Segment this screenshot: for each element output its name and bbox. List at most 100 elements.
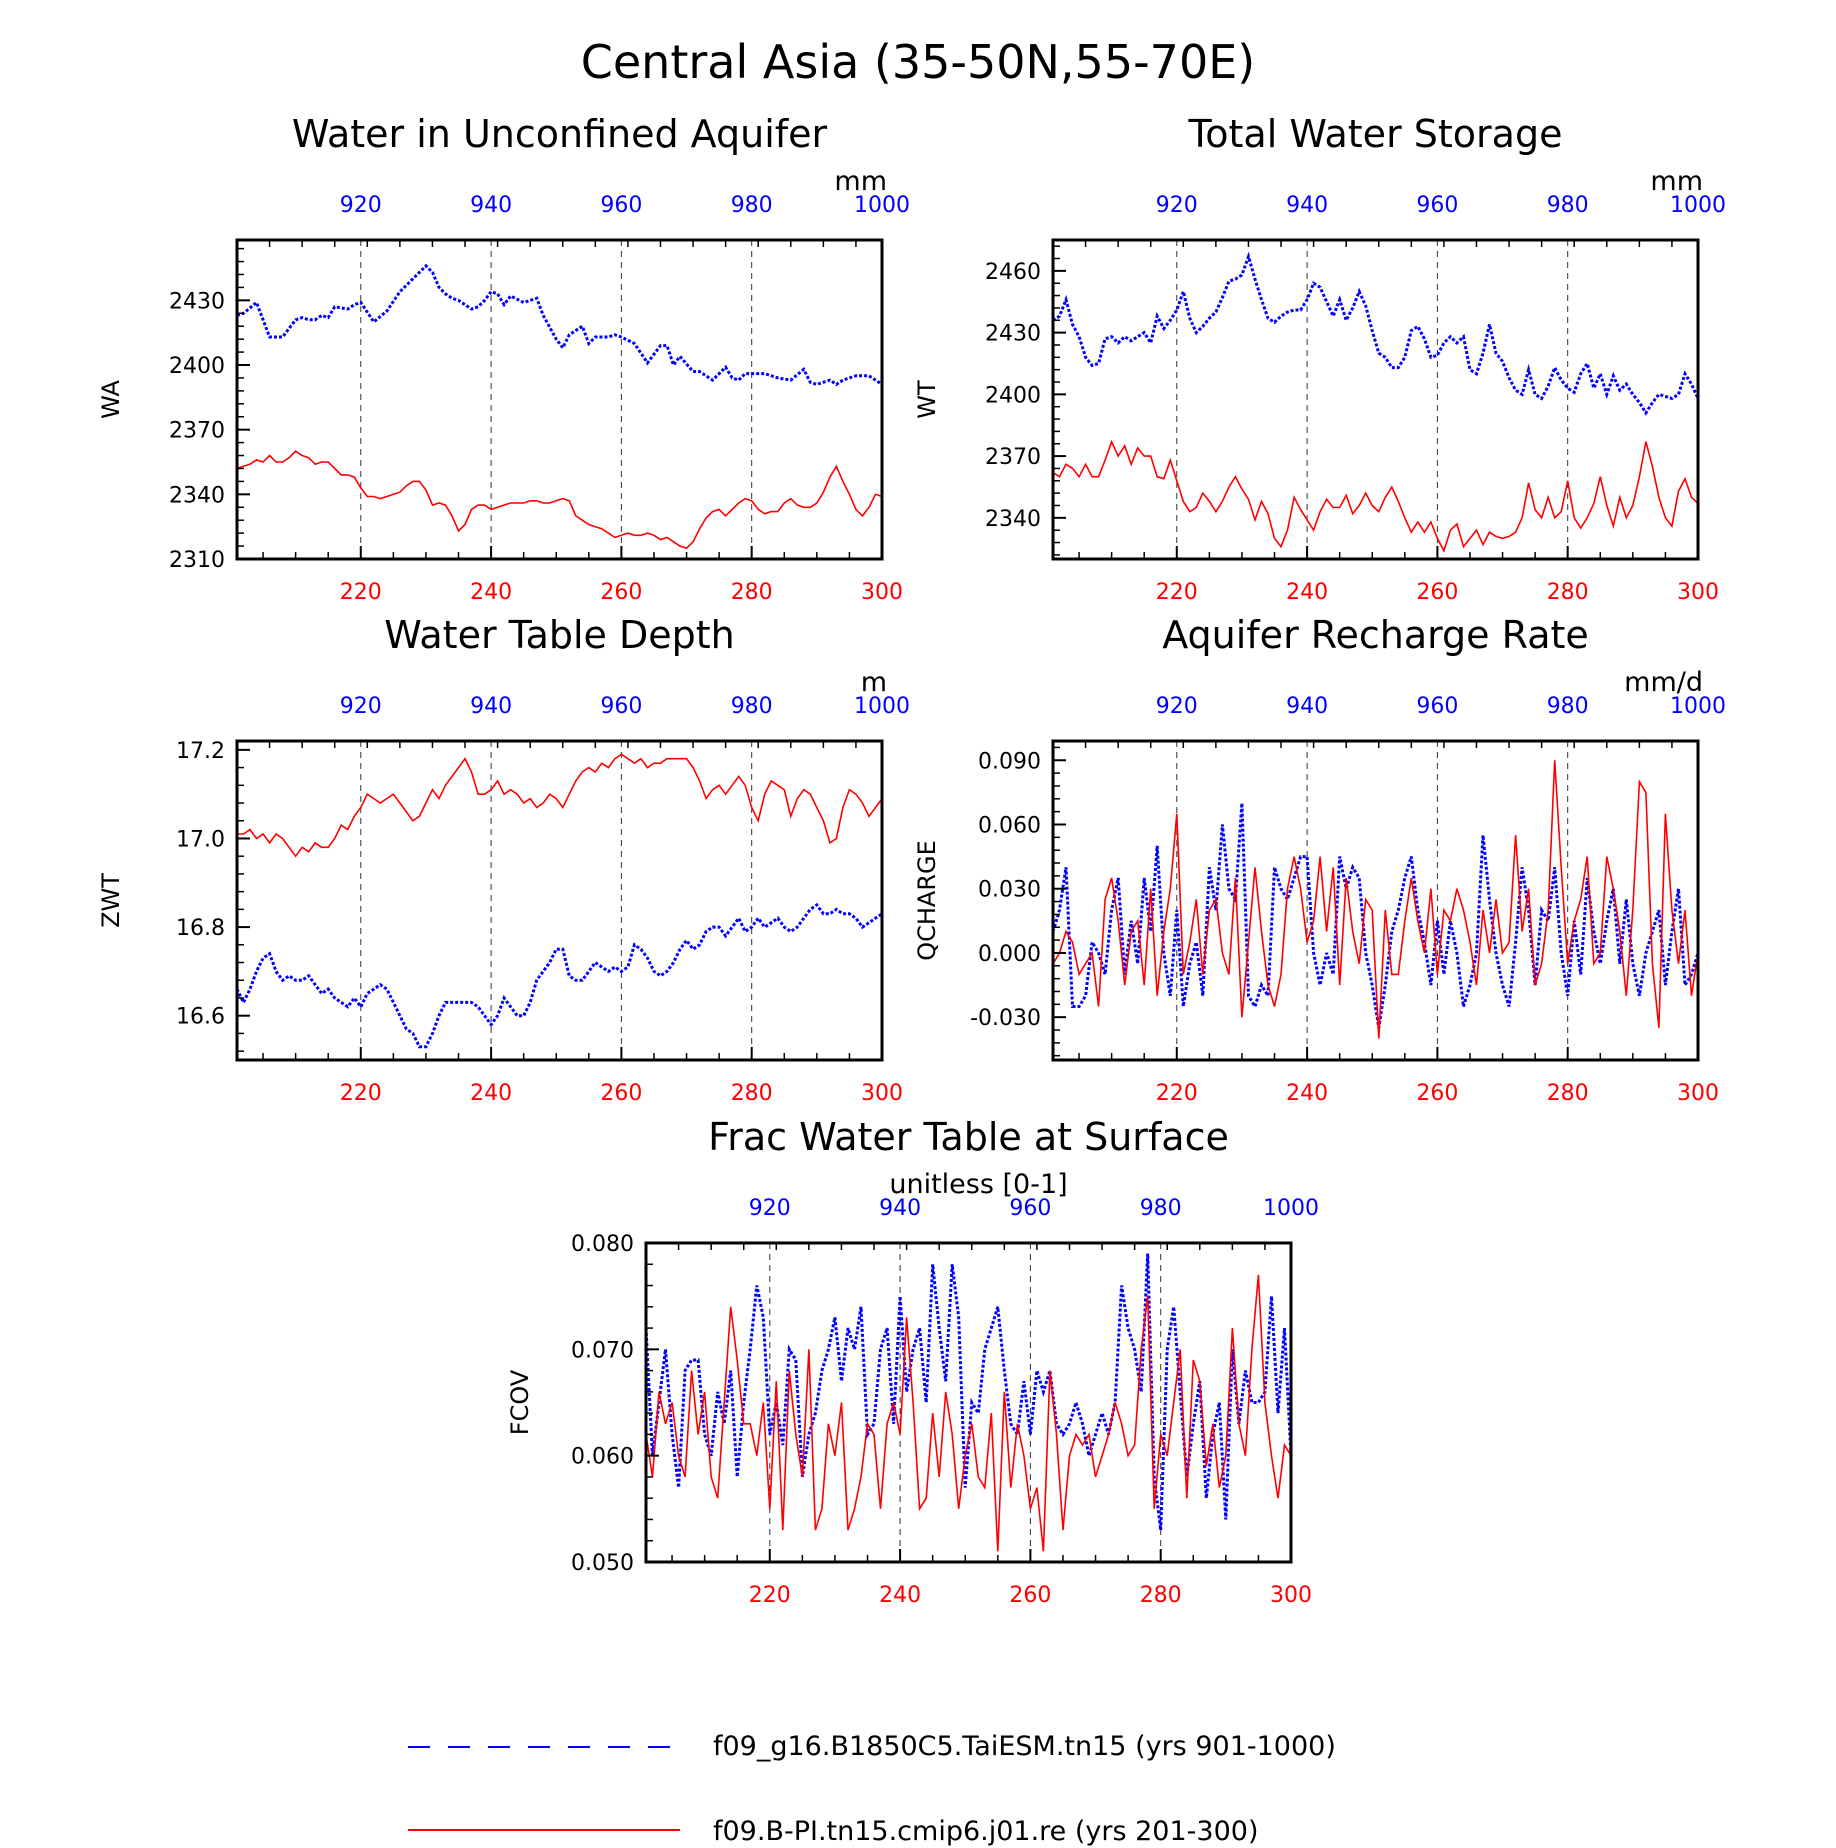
plot-frame	[235, 238, 884, 561]
x-top-tick-label: 1000	[1263, 1196, 1319, 1221]
y-axis-label: ZWT	[97, 873, 125, 928]
x-bottom-tick-label: 220	[340, 580, 382, 605]
x-bottom-tick-label: 300	[1677, 1081, 1719, 1106]
panel-2: Total Water Storage mm WT 220 240 260 280 300 92…	[913, 112, 1726, 605]
series-line-blue	[1052, 251, 1700, 416]
x-bottom-tick-label: 240	[470, 1081, 512, 1106]
y-tick-label: 2400	[985, 383, 1041, 408]
series-line-red	[1052, 439, 1699, 553]
x-top-tick-label: 1000	[854, 694, 910, 719]
legend-label-red: f09.B-PI.tn15.cmip6.j01.re (yrs 201-300)	[713, 1816, 1258, 1847]
panel-title: Frac Water Table at Surface	[708, 1115, 1229, 1159]
x-top-tick-label: 960	[1416, 193, 1458, 218]
x-top-tick-label: 940	[1286, 694, 1328, 719]
series-line-blue	[644, 1253, 1293, 1531]
y-axis-label: WT	[913, 380, 941, 419]
x-bottom-tick-label: 280	[731, 580, 773, 605]
x-top-tick-label: 1000	[854, 193, 910, 218]
y-tick-label: 0.060	[571, 1445, 634, 1470]
x-bottom-tick-label: 260	[600, 580, 642, 605]
x-top-tick-label: 960	[600, 694, 642, 719]
x-top-tick-label: 960	[1416, 694, 1458, 719]
x-top-tick-label: 980	[1547, 193, 1589, 218]
legend: f09_g16.B1850C5.TaiESM.tn15 (yrs 901-100…	[408, 1731, 1336, 1847]
x-top-tick-label: 980	[1547, 694, 1589, 719]
legend-label-blue: f09_g16.B1850C5.TaiESM.tn15 (yrs 901-100…	[713, 1731, 1336, 1762]
y-tick-label: 2340	[985, 507, 1041, 532]
x-bottom-tick-label: 220	[1156, 1081, 1198, 1106]
y-tick-label: 2430	[985, 322, 1041, 347]
x-bottom-tick-label: 300	[1270, 1583, 1312, 1608]
x-bottom-tick-label: 280	[731, 1081, 773, 1106]
x-bottom-tick-label: 280	[1547, 580, 1589, 605]
x-top-tick-label: 980	[731, 193, 773, 218]
units-label: mm	[1650, 166, 1703, 197]
x-bottom-tick-label: 300	[861, 580, 903, 605]
x-top-tick-label: 960	[600, 193, 642, 218]
y-axis-label: WA	[97, 380, 125, 419]
x-bottom-tick-label: 240	[1286, 1081, 1328, 1106]
x-top-tick-label: 1000	[1670, 193, 1726, 218]
panel-3: Water Table Depth m ZWT 220 240 260 280 300 920 9…	[97, 613, 910, 1106]
y-tick-label: 2370	[985, 445, 1041, 470]
panel-title: Aquifer Recharge Rate	[1162, 613, 1589, 657]
y-tick-label: 16.8	[176, 916, 225, 941]
x-bottom-tick-label: 240	[879, 1583, 921, 1608]
x-bottom-tick-label: 300	[1677, 580, 1719, 605]
x-bottom-tick-label: 220	[1156, 580, 1198, 605]
y-tick-label: 16.6	[176, 1005, 225, 1030]
x-top-tick-label: 940	[1286, 193, 1328, 218]
x-bottom-tick-label: 260	[1416, 1081, 1458, 1106]
x-bottom-tick-label: 260	[1416, 580, 1458, 605]
panels: Water in Unconfined Aquifer mm WA 220 240 260…	[97, 112, 1726, 1608]
x-top-tick-label: 920	[1156, 694, 1198, 719]
panel-title: Water in Unconfined Aquifer	[292, 112, 828, 156]
y-tick-label: 2400	[169, 354, 225, 379]
series-line-red	[645, 1274, 1292, 1552]
units-label: mm/d	[1624, 667, 1703, 698]
y-axis-label: QCHARGE	[913, 840, 941, 961]
series-line-red	[236, 450, 883, 550]
series-line-blue	[1051, 802, 1700, 1029]
panel-title: Water Table Depth	[384, 613, 735, 657]
panel-5: Frac Water Table at Surface unitless [0-1…	[506, 1115, 1319, 1608]
plot-frame	[1051, 238, 1700, 561]
y-tick-label: -0.030	[970, 1006, 1041, 1031]
panel-4: Aquifer Recharge Rate mm/d QCHARGE 220 240 26…	[913, 613, 1726, 1106]
y-tick-label: 0.060	[978, 813, 1041, 838]
y-tick-label: 0.090	[978, 749, 1041, 774]
x-top-tick-label: 980	[1140, 1196, 1182, 1221]
x-bottom-tick-label: 280	[1140, 1583, 1182, 1608]
series-line-blue	[235, 902, 883, 1049]
x-top-tick-label: 920	[340, 193, 382, 218]
y-tick-label: 2430	[169, 289, 225, 314]
x-top-tick-label: 980	[731, 694, 773, 719]
x-top-tick-label: 920	[749, 1196, 791, 1221]
x-top-tick-label: 940	[470, 694, 512, 719]
y-tick-label: 0.030	[978, 878, 1041, 903]
y-tick-label: 2370	[169, 419, 225, 444]
series-line-red	[1052, 760, 1699, 1039]
x-top-tick-label: 920	[340, 694, 382, 719]
y-axis-label: FCOV	[506, 1369, 534, 1435]
panel-title: Total Water Storage	[1188, 112, 1563, 156]
x-bottom-tick-label: 220	[749, 1583, 791, 1608]
units-label: m	[861, 667, 887, 698]
y-tick-label: 2460	[985, 260, 1041, 285]
y-tick-label: 17.0	[176, 827, 225, 852]
plot-frame	[235, 739, 884, 1062]
y-tick-label: 0.070	[571, 1338, 634, 1363]
plot-frame	[644, 1241, 1293, 1564]
x-top-tick-label: 920	[1156, 193, 1198, 218]
figure-title: Central Asia (35-50N,55-70E)	[581, 35, 1255, 89]
x-bottom-tick-label: 260	[600, 1081, 642, 1106]
x-top-tick-label: 1000	[1670, 694, 1726, 719]
y-tick-label: 2340	[169, 483, 225, 508]
y-tick-label: 0.080	[571, 1232, 634, 1257]
x-bottom-tick-label: 220	[340, 1081, 382, 1106]
y-tick-label: 0.000	[978, 942, 1041, 967]
x-bottom-tick-label: 300	[861, 1081, 903, 1106]
x-bottom-tick-label: 280	[1547, 1081, 1589, 1106]
x-top-tick-label: 940	[470, 193, 512, 218]
